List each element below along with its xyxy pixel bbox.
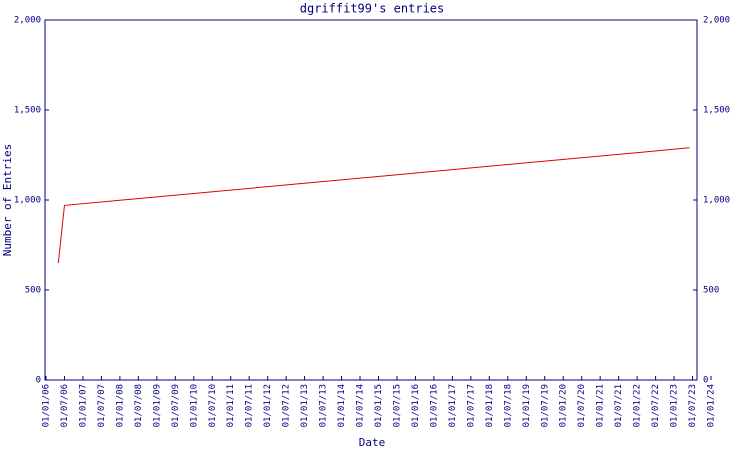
y-tick-label: 500 xyxy=(25,286,41,296)
x-tick-label: 01/01/09 xyxy=(152,384,162,427)
x-tick-label: 01/07/13 xyxy=(319,384,329,427)
x-tick-label: 01/01/21 xyxy=(596,384,606,427)
x-tick-label: 01/01/12 xyxy=(263,384,273,427)
x-tick-label: 01/07/17 xyxy=(466,384,476,427)
x-tick-label: 01/01/13 xyxy=(300,384,310,427)
x-tick-label: 01/07/22 xyxy=(651,384,661,427)
x-tick-label: 01/01/20 xyxy=(559,384,569,427)
x-tick-label: 01/07/15 xyxy=(392,384,402,427)
x-tick-label: 01/07/21 xyxy=(614,384,624,427)
x-tick-label: 01/01/06 xyxy=(42,384,52,427)
data-line xyxy=(57,147,690,264)
y2-tick-label: 500 xyxy=(703,286,719,296)
x-tick-label: 01/01/18 xyxy=(485,384,495,427)
x-tick-label: 01/07/14 xyxy=(356,384,366,427)
y2-tick-label: 2,000 xyxy=(703,16,730,26)
x-tick-label: 01/01/22 xyxy=(633,384,643,427)
x-tick-label: 01/01/08 xyxy=(115,384,125,427)
chart-title: dgriffit99's entries xyxy=(300,2,445,16)
x-tick-label: 01/07/18 xyxy=(503,384,513,427)
x-tick-label: 01/01/19 xyxy=(522,384,532,427)
x-tick-label: 01/01/23 xyxy=(670,384,680,427)
y-tick-label: 1,000 xyxy=(14,196,41,206)
x-tick-label: 01/01/15 xyxy=(374,384,384,427)
y-tick-label: 0 xyxy=(36,376,41,386)
y2-tick-label: 0 xyxy=(703,376,708,386)
x-tick-label: 01/01/10 xyxy=(189,384,199,427)
x-tick-label: 01/07/12 xyxy=(282,384,292,427)
y2-tick-label: 1,500 xyxy=(703,106,730,116)
y-tick-label: 1,500 xyxy=(14,106,41,116)
y2-tick-label: 1,000 xyxy=(703,196,730,206)
x-tick-label: 01/07/06 xyxy=(60,384,70,427)
plot-frame xyxy=(44,19,698,381)
x-tick-label: 01/01/17 xyxy=(448,384,458,427)
x-tick-label: 01/07/09 xyxy=(171,384,181,427)
x-tick-label: 01/01/14 xyxy=(337,384,347,427)
x-tick-label: 01/07/07 xyxy=(97,384,107,427)
x-axis-title: Date xyxy=(359,436,386,449)
x-tick-label: 01/07/08 xyxy=(134,384,144,427)
x-tick-label: 01/07/11 xyxy=(245,384,255,427)
x-tick-label: 01/07/16 xyxy=(429,384,439,427)
y-tick-label: 2,000 xyxy=(14,16,41,26)
x-tick-label: 01/07/10 xyxy=(208,384,218,427)
x-tick-label: 01/07/20 xyxy=(577,384,587,427)
x-tick-label: 01/07/23 xyxy=(688,384,698,427)
x-tick-label: 01/07/19 xyxy=(540,384,550,427)
x-tick-label: 01/01/24 xyxy=(707,384,717,427)
x-tick-label: 01/01/16 xyxy=(411,384,421,427)
x-tick-label: 01/01/07 xyxy=(78,384,88,427)
x-tick-label: 01/01/11 xyxy=(226,384,236,427)
y-axis-title: Number of Entries xyxy=(1,144,14,257)
